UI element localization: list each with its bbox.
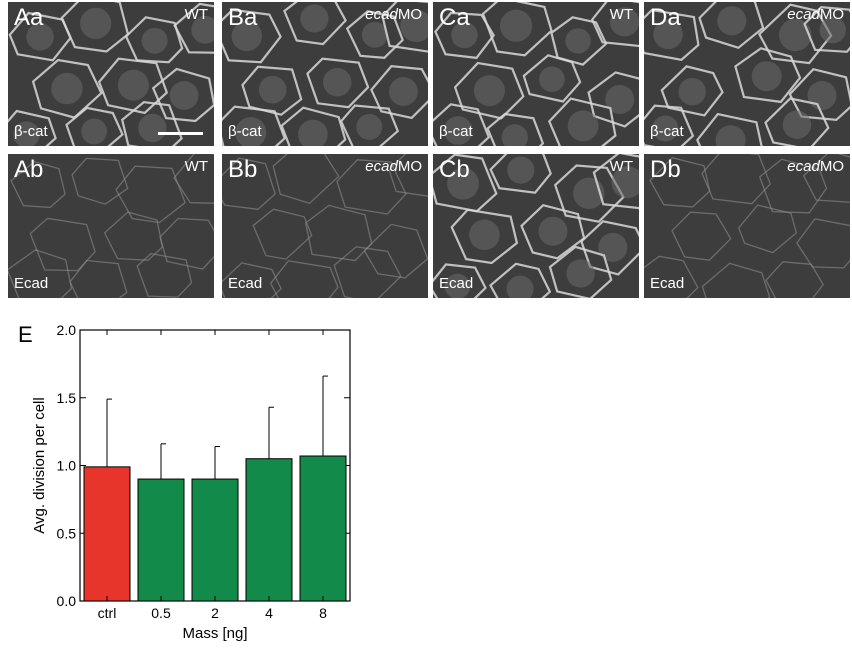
bar [299, 455, 347, 602]
stain-label: Ecad [650, 275, 685, 292]
bar [137, 478, 185, 602]
y-tick-label: 1.5 [57, 390, 77, 406]
y-tick-label: 0.0 [57, 593, 77, 609]
cell-image [222, 154, 428, 298]
microscopy-panel: Da ecadMO β-cat [644, 2, 850, 146]
condition-gene: ecad [787, 6, 820, 23]
y-axis-label: Avg. division per cell [31, 397, 48, 533]
condition-suffix: WT [609, 6, 633, 23]
stain-label: β-cat [439, 123, 473, 140]
condition-suffix: WT [184, 158, 208, 175]
condition-suffix: MO [819, 158, 844, 175]
scale-bar [158, 132, 203, 135]
microscopy-panel: Ab WT Ecad [8, 154, 214, 298]
microscopy-panel: Cb WT Ecad [433, 154, 639, 298]
condition-suffix: WT [184, 6, 208, 23]
stain-label: β-cat [14, 123, 48, 140]
x-tick-label: ctrl [98, 605, 117, 621]
condition-suffix: MO [819, 6, 844, 23]
cell-image [644, 2, 850, 146]
microscopy-panel: Aa WT β-cat [8, 2, 214, 146]
x-tick-label: 4 [265, 605, 273, 621]
panel-label: Db [650, 156, 681, 183]
panel-label: Ba [228, 4, 258, 31]
microscopy-panel: Ba ecadMO β-cat [222, 2, 428, 146]
bar [83, 466, 131, 602]
microscopy-panel: Ca WT β-cat [433, 2, 639, 146]
x-axis-label: Mass [ng] [182, 625, 247, 642]
panel-e-label: E [18, 322, 33, 347]
condition-label: WT [610, 6, 633, 23]
microscopy-panel: Bb ecadMO Ecad [222, 154, 428, 298]
cell-image [222, 2, 428, 146]
panel-label: Da [650, 4, 681, 31]
y-tick-label: 1.0 [57, 458, 77, 474]
condition-label: WT [185, 6, 208, 23]
bar [245, 458, 293, 602]
panel-label: Cb [439, 156, 470, 183]
y-tick-label: 0.5 [57, 525, 77, 541]
condition-gene: ecad [365, 6, 398, 23]
cell-image [8, 2, 214, 146]
stain-label: Ecad [228, 275, 263, 292]
condition-suffix: MO [397, 6, 422, 23]
panel-label: Aa [14, 4, 44, 31]
condition-label: ecadMO [787, 158, 844, 175]
bar [191, 478, 239, 602]
condition-label: WT [610, 158, 633, 175]
stain-label: Ecad [14, 275, 49, 292]
bar-chart: 0.0 0.5 1.0 1.5 2.0 ctrl 0.5 2 4 8 Mass [ng] Avg. d… [31, 322, 351, 642]
panel-label: Ab [14, 156, 44, 183]
condition-label: ecadMO [365, 6, 422, 23]
stain-label: β-cat [228, 123, 262, 140]
condition-label: WT [185, 158, 208, 175]
condition-suffix: MO [397, 158, 422, 175]
x-tick-label: 2 [211, 605, 219, 621]
condition-gene: ecad [787, 158, 820, 175]
cell-image [433, 154, 639, 298]
y-tick-label: 2.0 [57, 322, 77, 338]
microscopy-panel: Db ecadMO Ecad [644, 154, 850, 298]
panel-label: Ca [439, 4, 470, 31]
cell-image [433, 2, 639, 146]
condition-suffix: WT [609, 158, 633, 175]
stain-label: Ecad [439, 275, 474, 292]
condition-label: ecadMO [787, 6, 844, 23]
x-tick-label: 0.5 [151, 605, 171, 621]
condition-label: ecadMO [365, 158, 422, 175]
condition-gene: ecad [365, 158, 398, 175]
stain-label: β-cat [650, 123, 684, 140]
cell-image [644, 154, 850, 298]
x-tick-label: 8 [319, 605, 327, 621]
cell-image [8, 154, 214, 298]
panel-label: Bb [228, 156, 258, 183]
